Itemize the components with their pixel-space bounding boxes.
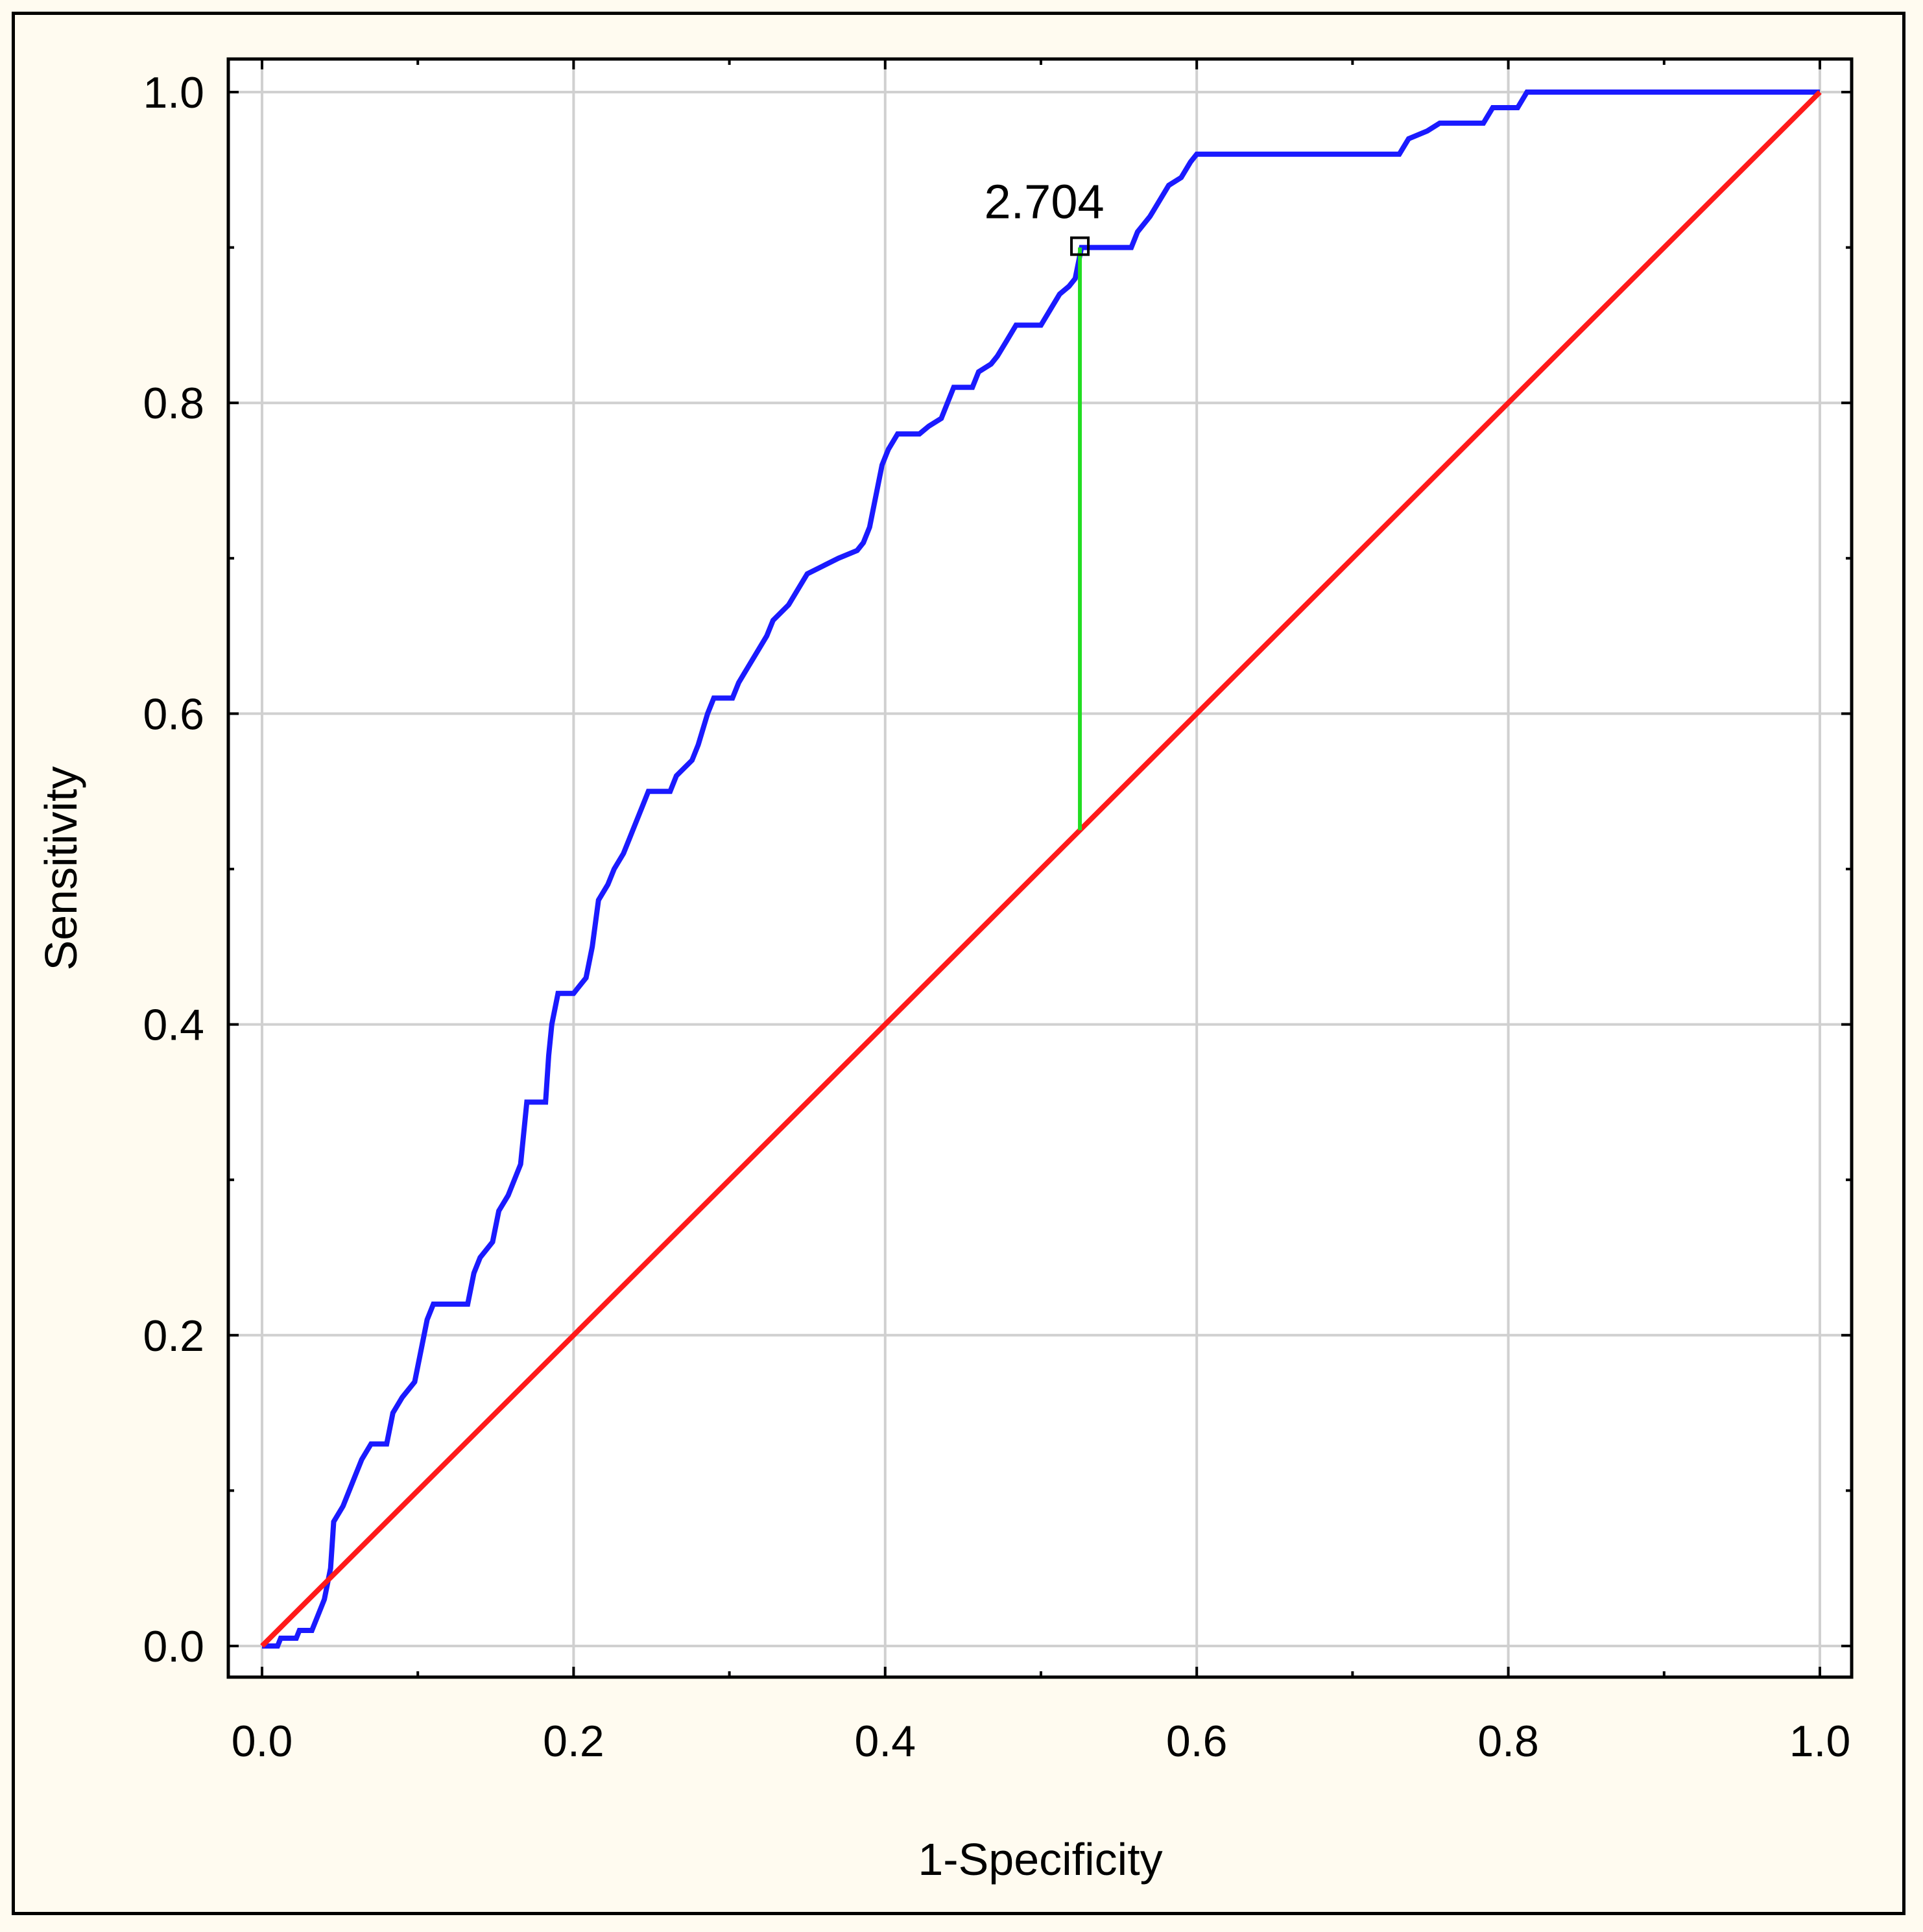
reference-line <box>260 90 1822 1648</box>
series-layer: 2.704 <box>260 89 1822 1649</box>
x-tick-labels: 0.0 0.2 0.4 0.6 0.8 1.0 <box>232 1717 1851 1766</box>
x-tick-label: 1.0 <box>1789 1717 1851 1766</box>
y-tick-labels: 0.0 0.2 0.4 0.6 0.8 1.0 <box>143 68 204 1671</box>
chart-frame: 0.0 0.2 0.4 0.6 0.8 1.0 0.0 0.2 0.4 0.6 0.8 1.0 2.… <box>12 12 1905 1915</box>
cutoff-label: 2.704 <box>984 175 1104 229</box>
x-tick-label: 0.6 <box>1166 1717 1228 1766</box>
y-tick-label: 0.2 <box>143 1311 204 1361</box>
tick-marks <box>228 59 1852 1677</box>
roc-chart: 0.0 0.2 0.4 0.6 0.8 1.0 0.0 0.2 0.4 0.6 0.8 1.0 2.… <box>36 57 1854 1885</box>
x-tick-label: 0.4 <box>855 1717 916 1766</box>
y-tick-label: 1.0 <box>143 68 204 117</box>
x-tick-label: 0.8 <box>1477 1717 1539 1766</box>
cutoff-marker <box>1070 236 1090 256</box>
plot-border <box>226 57 1854 1679</box>
x-tick-label: 0.0 <box>232 1717 293 1766</box>
x-axis-title: 1-Specificity <box>918 1834 1162 1885</box>
y-tick-label: 0.0 <box>143 1622 204 1671</box>
y-axis-title: Sensitivity <box>36 766 86 970</box>
y-tick-label: 0.8 <box>143 379 204 428</box>
y-tick-label: 0.4 <box>143 1001 204 1050</box>
grid-lines <box>228 59 1852 1677</box>
x-tick-label: 0.2 <box>543 1717 604 1766</box>
y-tick-label: 0.6 <box>143 689 204 739</box>
